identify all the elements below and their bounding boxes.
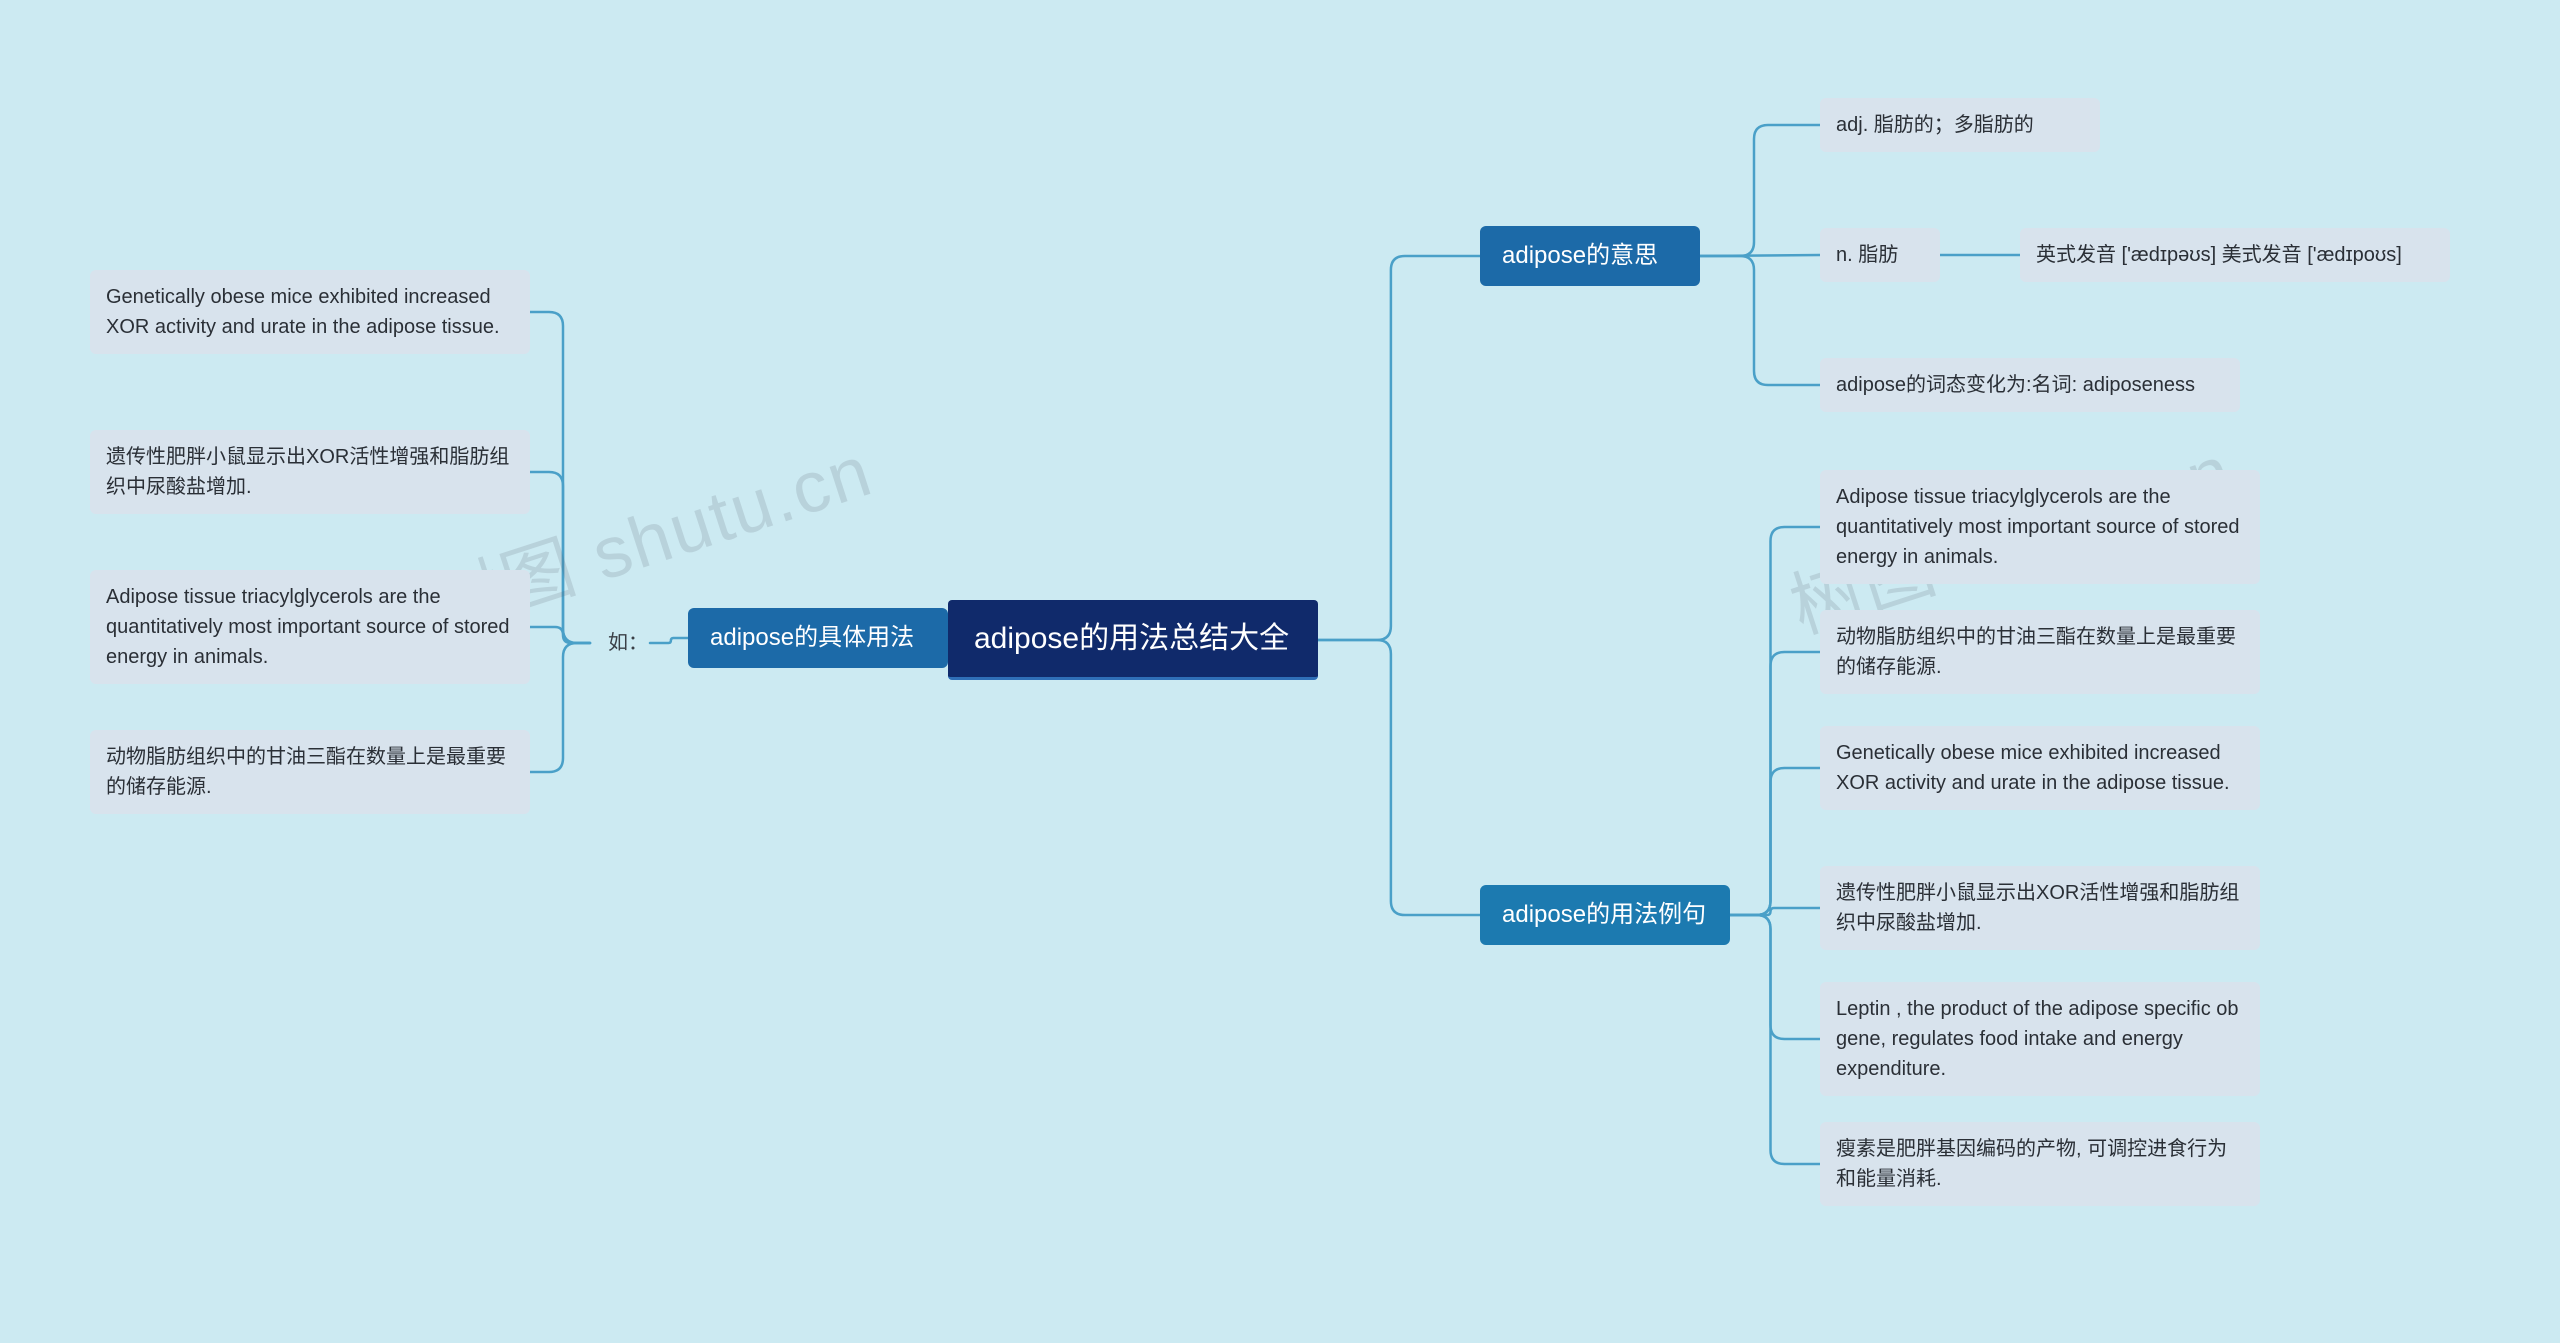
branch-examples: adipose的用法例句	[1480, 885, 1730, 945]
leaf-text: 遗传性肥胖小鼠显示出XOR活性增强和脂肪组织中尿酸盐增加.	[106, 446, 509, 498]
branch-specific-usage: adipose的具体用法	[688, 608, 948, 668]
leaf-text: n. 脂肪	[1836, 244, 1898, 266]
branch-meaning: adipose的意思	[1480, 226, 1700, 286]
leaf-example-3-zh: 瘦素是肥胖基因编码的产物, 可调控进食行为和能量消耗.	[1820, 1122, 2260, 1206]
leaf-text: Genetically obese mice exhibited increas…	[1836, 742, 2230, 794]
via-label: 如：	[590, 618, 650, 668]
leaf-example-2-en: Genetically obese mice exhibited increas…	[1820, 726, 2260, 810]
leaf-example-3-en: Leptin , the product of the adipose spec…	[1820, 982, 2260, 1096]
leaf-specific-2-zh: 动物脂肪组织中的甘油三酯在数量上是最重要的储存能源.	[90, 730, 530, 814]
branch-label: adipose的用法例句	[1502, 901, 1706, 928]
leaf-text: Leptin , the product of the adipose spec…	[1836, 998, 2239, 1080]
leaf-text: 遗传性肥胖小鼠显示出XOR活性增强和脂肪组织中尿酸盐增加.	[1836, 882, 2239, 934]
leaf-text: Genetically obese mice exhibited increas…	[106, 286, 500, 338]
leaf-text: 瘦素是肥胖基因编码的产物, 可调控进食行为和能量消耗.	[1836, 1138, 2227, 1190]
branch-label: adipose的意思	[1502, 242, 1658, 269]
leaf-example-1-en: Adipose tissue triacylglycerols are the …	[1820, 470, 2260, 584]
leaf-meaning-pronunciation: 英式发音 ['ædɪpəʊs] 美式发音 ['ædɪpoʊs]	[2020, 228, 2450, 282]
root-label: adipose的用法总结大全	[974, 622, 1289, 655]
leaf-specific-1-zh: 遗传性肥胖小鼠显示出XOR活性增强和脂肪组织中尿酸盐增加.	[90, 430, 530, 514]
leaf-meaning-wordform: adipose的词态变化为:名词: adiposeness	[1820, 358, 2240, 412]
leaf-example-1-zh: 动物脂肪组织中的甘油三酯在数量上是最重要的储存能源.	[1820, 610, 2260, 694]
root-node: adipose的用法总结大全	[948, 600, 1318, 680]
branch-label: adipose的具体用法	[710, 624, 914, 651]
leaf-specific-1-en: Genetically obese mice exhibited increas…	[90, 270, 530, 354]
leaf-example-2-zh: 遗传性肥胖小鼠显示出XOR活性增强和脂肪组织中尿酸盐增加.	[1820, 866, 2260, 950]
leaf-text: Adipose tissue triacylglycerols are the …	[106, 586, 510, 668]
leaf-meaning-adj: adj. 脂肪的；多脂肪的	[1820, 98, 2100, 152]
leaf-text: adj. 脂肪的；多脂肪的	[1836, 114, 2034, 136]
leaf-specific-2-en: Adipose tissue triacylglycerols are the …	[90, 570, 530, 684]
leaf-meaning-noun: n. 脂肪	[1820, 228, 1940, 282]
leaf-text: 英式发音 ['ædɪpəʊs] 美式发音 ['ædɪpoʊs]	[2036, 244, 2402, 266]
leaf-text: 动物脂肪组织中的甘油三酯在数量上是最重要的储存能源.	[106, 746, 506, 798]
via-text: 如：	[608, 632, 648, 654]
leaf-text: Adipose tissue triacylglycerols are the …	[1836, 486, 2240, 568]
leaf-text: adipose的词态变化为:名词: adiposeness	[1836, 374, 2195, 396]
leaf-text: 动物脂肪组织中的甘油三酯在数量上是最重要的储存能源.	[1836, 626, 2236, 678]
